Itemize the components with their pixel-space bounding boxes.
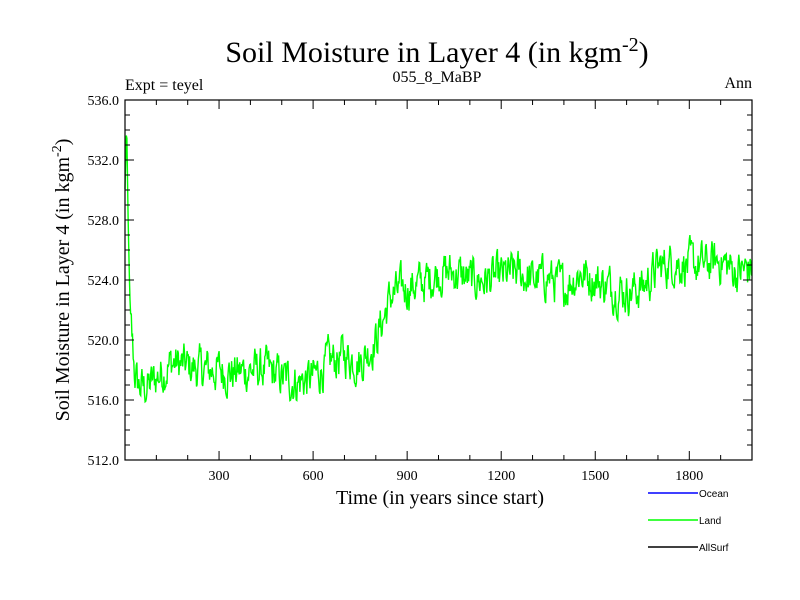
series-line-land — [124, 135, 753, 404]
legend-label: AllSurf — [699, 543, 729, 554]
x-axis-ticks: 300 600 900 1200 1500 1800 — [155, 100, 722, 484]
y-tick-label: 524.0 — [88, 274, 120, 289]
series-group — [124, 135, 753, 404]
subtitle-experiment: Expt = teyel — [125, 77, 204, 94]
subtitle-season: Ann — [724, 75, 752, 92]
chart-title: Soil Moisture in Layer 4 (in kgm-2) — [225, 34, 648, 69]
y-axis-label: Soil Moisture in Layer 4 (in kgm-2) — [50, 139, 74, 422]
subtitle-run-id: 055_8_MaBP — [393, 69, 482, 86]
x-tick-label: 1500 — [581, 469, 609, 484]
y-tick-label: 520.0 — [88, 334, 120, 349]
x-tick-label: 1200 — [487, 469, 515, 484]
x-tick-label: 300 — [209, 469, 230, 484]
legend-label: Ocean — [699, 489, 728, 500]
y-tick-label: 512.0 — [88, 454, 120, 469]
legend-label: Land — [699, 516, 721, 527]
x-axis-label: Time (in years since start) — [336, 487, 544, 509]
y-tick-label: 516.0 — [88, 394, 120, 409]
y-tick-label: 532.0 — [88, 154, 120, 169]
legend: Ocean Land AllSurf — [648, 489, 729, 554]
x-tick-label: 1800 — [675, 469, 703, 484]
x-tick-label: 900 — [397, 469, 418, 484]
y-axis-ticks: 512.0 516.0 520.0 524.0 528.0 532.0 536.0 — [88, 94, 752, 469]
x-tick-label: 600 — [303, 469, 324, 484]
y-tick-label: 528.0 — [88, 214, 120, 229]
y-tick-label: 536.0 — [88, 94, 120, 109]
